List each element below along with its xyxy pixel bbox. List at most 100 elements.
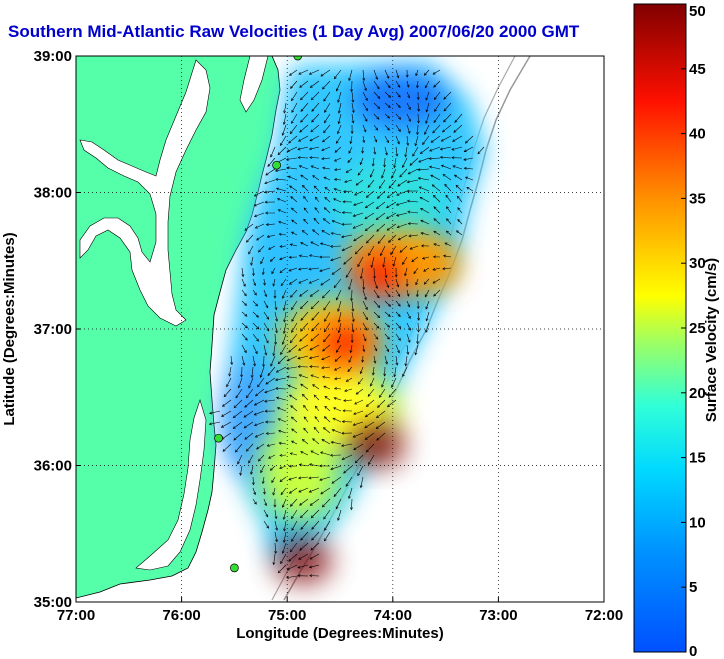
velocity-vector bbox=[430, 135, 441, 143]
velocity-vector-head bbox=[387, 314, 391, 317]
velocity-vector bbox=[241, 300, 247, 306]
velocity-vector bbox=[350, 135, 353, 144]
velocity-vector-head bbox=[398, 116, 402, 120]
velocity-vector-head bbox=[344, 389, 348, 392]
velocity-vector-head bbox=[348, 495, 351, 500]
velocity-vector bbox=[324, 102, 331, 113]
velocity-vector bbox=[303, 218, 309, 225]
velocity-vector-head bbox=[281, 550, 285, 554]
velocity-vector bbox=[309, 344, 320, 351]
velocity-vector-head bbox=[333, 198, 337, 201]
velocity-vector-head bbox=[321, 504, 325, 508]
velocity-vector-head bbox=[362, 78, 366, 82]
velocity-vector bbox=[267, 366, 276, 376]
velocity-vector bbox=[298, 135, 309, 142]
velocity-vector-head bbox=[382, 264, 386, 268]
velocity-vector-head bbox=[373, 151, 377, 155]
velocity-vector-head bbox=[414, 143, 418, 147]
velocity-vector-head bbox=[405, 74, 409, 78]
velocity-vector bbox=[321, 230, 331, 236]
velocity-vector-head bbox=[257, 384, 260, 388]
station-marker bbox=[293, 56, 303, 61]
velocity-vector-head bbox=[399, 174, 403, 178]
velocity-vector-head bbox=[264, 352, 268, 356]
velocity-vector bbox=[368, 454, 375, 465]
velocity-vector bbox=[360, 476, 364, 488]
velocity-vector bbox=[420, 208, 430, 214]
velocity-vector-head bbox=[384, 275, 388, 279]
velocity-vector bbox=[248, 245, 254, 255]
velocity-vector-head bbox=[310, 165, 314, 169]
station-marker bbox=[230, 563, 239, 573]
velocity-vector-head bbox=[288, 477, 292, 481]
station-layer bbox=[214, 56, 303, 573]
velocity-vector bbox=[235, 443, 243, 453]
velocity-vector-head bbox=[323, 307, 327, 311]
velocity-vector-head bbox=[273, 504, 277, 508]
velocity-vector-head bbox=[313, 426, 317, 430]
velocity-vector-head bbox=[297, 147, 301, 151]
velocity-vector bbox=[377, 234, 386, 244]
velocity-vector bbox=[440, 156, 452, 159]
velocity-vector bbox=[395, 333, 401, 341]
velocity-vector bbox=[302, 185, 309, 192]
velocity-vector bbox=[278, 564, 287, 574]
velocity-vector-head bbox=[423, 72, 427, 76]
velocity-vector bbox=[442, 267, 452, 270]
velocity-vector bbox=[351, 102, 354, 113]
velocity-vector bbox=[417, 322, 419, 332]
velocity-vector-head bbox=[386, 404, 390, 408]
velocity-vector-head bbox=[275, 318, 279, 322]
velocity-vector-head bbox=[395, 362, 399, 366]
velocity-vector-head bbox=[335, 297, 339, 301]
velocity-vector bbox=[360, 157, 364, 165]
velocity-vector bbox=[291, 102, 298, 113]
velocity-vector-head bbox=[309, 502, 313, 506]
velocity-vector bbox=[287, 146, 298, 152]
velocity-vector-head bbox=[398, 128, 401, 132]
velocity-vector bbox=[233, 399, 243, 408]
velocity-vector-head bbox=[445, 194, 449, 198]
velocity-vector bbox=[334, 168, 342, 171]
velocity-vector bbox=[362, 311, 368, 320]
velocity-vector-head bbox=[298, 476, 302, 480]
velocity-vector bbox=[256, 234, 265, 241]
velocity-vector-head bbox=[314, 196, 318, 200]
velocity-vector bbox=[442, 174, 452, 181]
velocity-vector-head bbox=[375, 217, 379, 220]
velocity-vector-head bbox=[341, 444, 345, 448]
velocity-vector bbox=[355, 245, 364, 255]
velocity-vector bbox=[300, 531, 309, 541]
velocity-vector bbox=[263, 344, 267, 356]
velocity-vector bbox=[310, 241, 320, 247]
velocity-vector bbox=[229, 366, 232, 377]
velocity-vector-head bbox=[243, 414, 247, 418]
velocity-vector bbox=[384, 311, 391, 317]
velocity-vector-head bbox=[275, 387, 279, 390]
velocity-vector-head bbox=[323, 416, 327, 420]
velocity-vector-head bbox=[416, 341, 420, 345]
velocity-vector-head bbox=[457, 219, 461, 222]
velocity-vector-head bbox=[290, 294, 293, 298]
velocity-vector-head bbox=[424, 85, 428, 89]
velocity-vector bbox=[430, 174, 441, 181]
velocity-vector-head bbox=[391, 175, 394, 179]
velocity-vector-head bbox=[300, 306, 304, 310]
velocity-vector-head bbox=[300, 537, 304, 541]
velocity-vector-head bbox=[343, 399, 347, 403]
velocity-vector-head bbox=[298, 254, 302, 258]
velocity-vector-head bbox=[311, 119, 315, 123]
velocity-vector-head bbox=[253, 363, 256, 367]
velocity-vector bbox=[270, 256, 276, 262]
velocity-vector-head bbox=[324, 527, 327, 531]
velocity-vector-head bbox=[347, 369, 351, 372]
velocity-vector bbox=[299, 80, 309, 88]
velocity-vector-head bbox=[297, 365, 301, 369]
velocity-vector-head bbox=[324, 186, 328, 190]
velocity-vector bbox=[332, 429, 342, 434]
velocity-vector bbox=[333, 198, 342, 203]
velocity-vector bbox=[323, 91, 331, 102]
velocity-vector-head bbox=[351, 308, 355, 312]
velocity-vector bbox=[280, 487, 287, 495]
velocity-vector bbox=[313, 427, 320, 434]
